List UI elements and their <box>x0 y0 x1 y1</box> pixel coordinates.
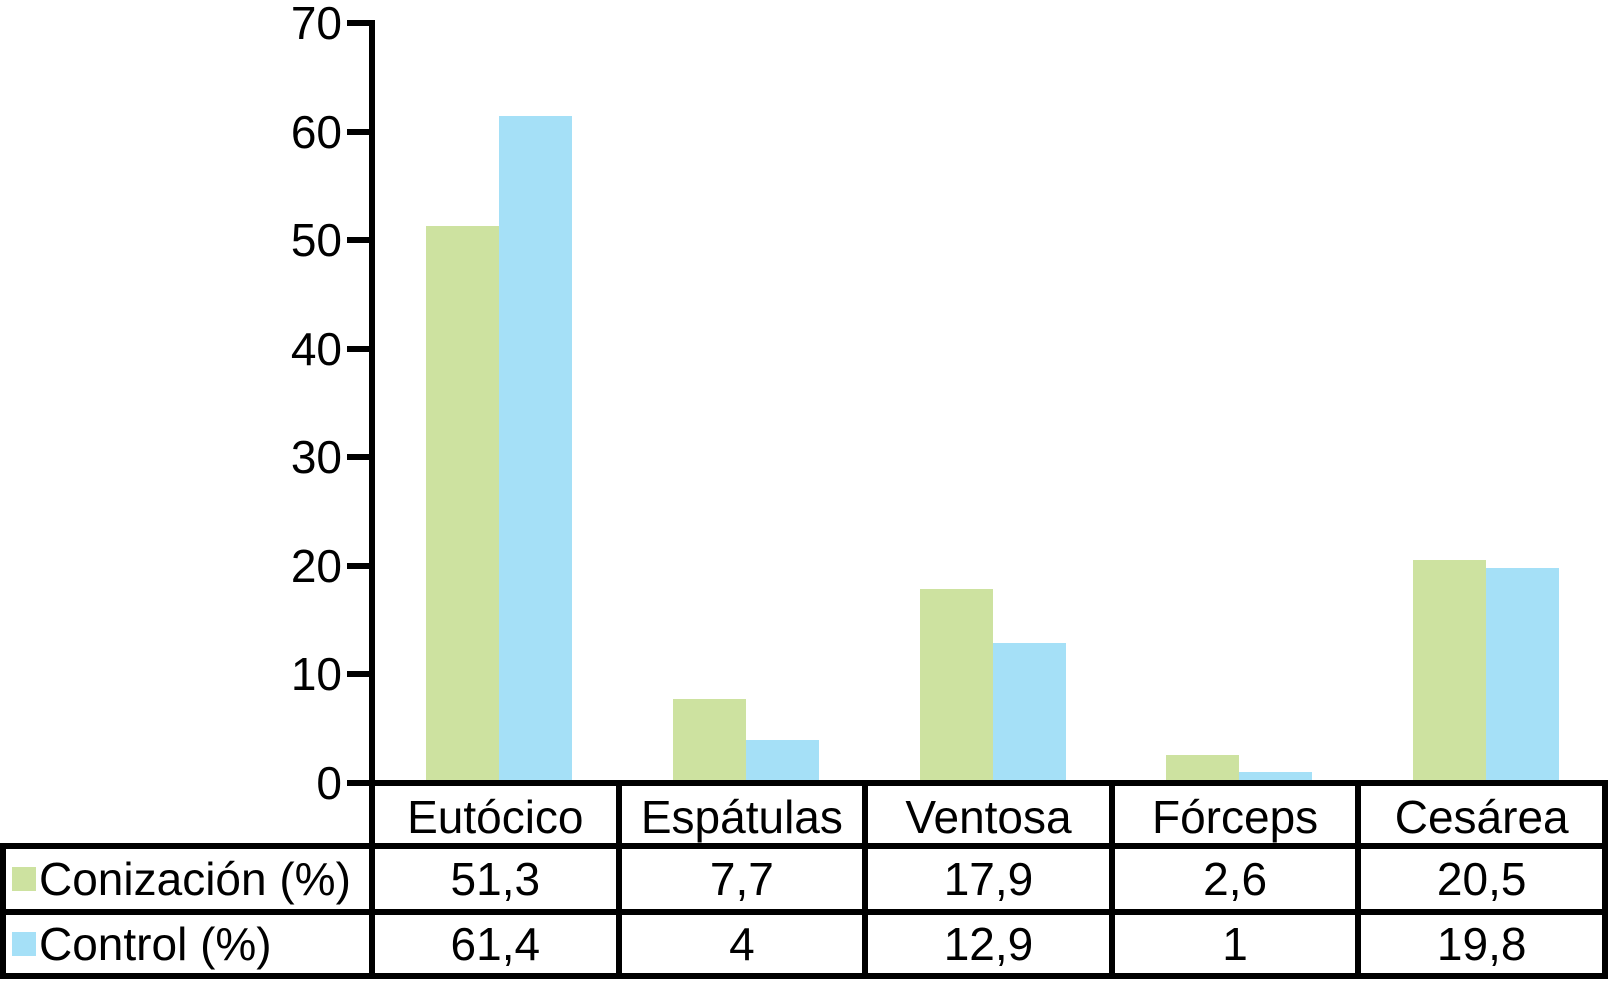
value-cell-0-4: 20,5 <box>1436 853 1527 905</box>
bar-control-eutócico <box>499 116 573 783</box>
table-horizontal-line-1 <box>0 843 1608 849</box>
y-tick-label-70: 70 <box>290 0 342 49</box>
table-vertical-line-2 <box>862 780 869 979</box>
legend-swatch-control <box>12 932 36 956</box>
value-cell-1-2: 12,9 <box>943 918 1034 970</box>
value-cell-1-3: 1 <box>1222 918 1248 970</box>
bar-control-fórceps <box>1239 772 1313 783</box>
y-tick-30 <box>347 454 369 461</box>
table-vertical-line-5 <box>1602 780 1608 979</box>
y-tick-0 <box>347 780 369 786</box>
table-horizontal-line-3 <box>0 973 1608 979</box>
y-tick-10 <box>347 671 369 678</box>
bar-conizacin-espátulas <box>672 699 746 783</box>
series-name-label: Control (%) <box>39 918 272 970</box>
table-left-border <box>0 843 6 979</box>
y-tick-label-10: 10 <box>290 648 342 701</box>
bar-control-cesárea <box>1485 568 1559 783</box>
bar-conizacin-cesárea <box>1412 560 1486 783</box>
series-label-control: Control (%) <box>12 915 364 973</box>
y-tick-60 <box>347 128 369 135</box>
y-tick-label-20: 20 <box>290 539 342 592</box>
table-horizontal-line-2 <box>0 909 1608 915</box>
bar-control-ventosa <box>992 642 1066 783</box>
category-header-ventosa: Ventosa <box>905 791 1072 843</box>
legend-swatch-conizacin <box>12 867 36 891</box>
value-cell-0-2: 17,9 <box>943 853 1034 905</box>
category-header-eutócico: Eutócico <box>407 791 584 843</box>
bar-conizacin-eutócico <box>426 226 500 783</box>
y-tick-label-30: 30 <box>290 431 342 484</box>
value-cell-1-4: 19,8 <box>1436 918 1527 970</box>
y-tick-50 <box>347 237 369 244</box>
y-axis-line <box>369 20 375 979</box>
value-cell-0-1: 7,7 <box>709 853 774 905</box>
y-tick-40 <box>347 345 369 352</box>
y-tick-70 <box>347 20 369 26</box>
bar-conizacin-fórceps <box>1166 754 1240 783</box>
y-tick-label-50: 50 <box>290 214 342 267</box>
category-header-fórceps: Fórceps <box>1152 791 1319 843</box>
bar-control-espátulas <box>745 739 819 783</box>
y-tick-label-40: 40 <box>290 322 342 375</box>
series-name-label: Conización (%) <box>39 853 351 905</box>
value-cell-0-0: 51,3 <box>450 853 541 905</box>
table-vertical-line-4 <box>1355 780 1362 979</box>
category-header-cesárea: Cesárea <box>1394 791 1569 843</box>
bar-conizacin-ventosa <box>919 588 993 783</box>
value-cell-0-3: 2,6 <box>1203 853 1268 905</box>
table-vertical-line-3 <box>1108 780 1115 979</box>
category-header-espátulas: Espátulas <box>640 791 843 843</box>
y-tick-label-0: 0 <box>316 757 342 809</box>
value-cell-1-1: 4 <box>729 918 755 970</box>
table-vertical-line-1 <box>615 780 622 979</box>
y-tick-20 <box>347 562 369 569</box>
y-tick-label-60: 60 <box>290 105 342 158</box>
value-cell-1-0: 61,4 <box>450 918 541 970</box>
series-label-conizacin: Conización (%) <box>12 849 364 909</box>
x-axis-line <box>369 780 1608 786</box>
